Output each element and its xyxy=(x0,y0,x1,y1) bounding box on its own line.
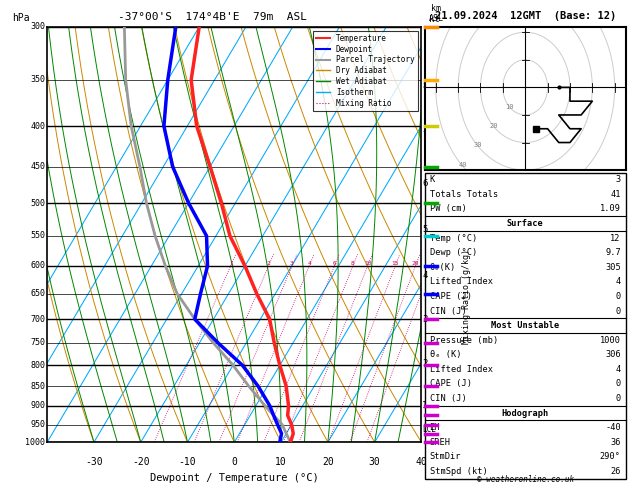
Text: 4: 4 xyxy=(616,278,621,286)
Text: 1000: 1000 xyxy=(600,336,621,345)
Text: Lifted Index: Lifted Index xyxy=(430,278,493,286)
Text: 305: 305 xyxy=(605,263,621,272)
Text: 8: 8 xyxy=(422,82,428,91)
Text: 290°: 290° xyxy=(600,452,621,461)
Text: PW (cm): PW (cm) xyxy=(430,205,466,213)
Text: Temp (°C): Temp (°C) xyxy=(430,234,477,243)
Text: -30: -30 xyxy=(85,457,103,467)
Text: Pressure (mb): Pressure (mb) xyxy=(430,336,498,345)
Text: 350: 350 xyxy=(30,75,45,85)
Text: 0: 0 xyxy=(616,292,621,301)
Text: 4: 4 xyxy=(308,261,311,266)
Text: Totals Totals: Totals Totals xyxy=(430,190,498,199)
Text: km
ASL: km ASL xyxy=(429,4,444,22)
Text: LCL: LCL xyxy=(422,425,436,434)
Text: 10: 10 xyxy=(364,261,371,266)
Text: 3: 3 xyxy=(422,314,428,324)
Text: 26: 26 xyxy=(610,467,621,476)
Text: 0: 0 xyxy=(616,380,621,388)
Text: θₑ (K): θₑ (K) xyxy=(430,350,461,359)
Text: 1: 1 xyxy=(422,401,428,410)
Text: 6: 6 xyxy=(422,179,428,188)
Text: -10: -10 xyxy=(179,457,196,467)
Text: 30: 30 xyxy=(369,457,381,467)
Text: CIN (J): CIN (J) xyxy=(430,307,466,315)
Text: 650: 650 xyxy=(30,289,45,298)
Text: 1: 1 xyxy=(229,261,233,266)
Text: kt: kt xyxy=(428,15,439,24)
Text: hPa: hPa xyxy=(12,13,30,22)
Text: 8: 8 xyxy=(351,261,355,266)
Text: EH: EH xyxy=(430,423,440,432)
Text: 40: 40 xyxy=(459,161,467,168)
Text: 550: 550 xyxy=(30,231,45,241)
Text: Mixing Ratio (g/kg): Mixing Ratio (g/kg) xyxy=(462,249,471,344)
Text: 600: 600 xyxy=(30,261,45,270)
Text: 9.7: 9.7 xyxy=(605,248,621,257)
Text: 12: 12 xyxy=(610,234,621,243)
Text: 20: 20 xyxy=(412,261,419,266)
Text: CAPE (J): CAPE (J) xyxy=(430,292,472,301)
Text: 7: 7 xyxy=(422,131,428,140)
Text: © weatheronline.co.uk: © weatheronline.co.uk xyxy=(477,474,574,484)
Text: 5: 5 xyxy=(422,225,428,234)
Text: 950: 950 xyxy=(30,420,45,429)
Text: -40: -40 xyxy=(605,423,621,432)
Text: 20: 20 xyxy=(489,123,498,129)
Text: 306: 306 xyxy=(605,350,621,359)
Text: 36: 36 xyxy=(610,438,621,447)
Text: 0: 0 xyxy=(616,394,621,403)
Text: 30: 30 xyxy=(474,142,482,148)
Text: 750: 750 xyxy=(30,338,45,347)
Text: 1000: 1000 xyxy=(25,438,45,447)
Text: Lifted Index: Lifted Index xyxy=(430,365,493,374)
Text: SREH: SREH xyxy=(430,438,450,447)
Text: 800: 800 xyxy=(30,361,45,370)
Text: 21.09.2024  12GMT  (Base: 12): 21.09.2024 12GMT (Base: 12) xyxy=(435,11,616,21)
Text: StmDir: StmDir xyxy=(430,452,461,461)
Text: 3: 3 xyxy=(290,261,294,266)
Text: 300: 300 xyxy=(30,22,45,31)
Text: 40: 40 xyxy=(416,457,427,467)
Text: -37°00'S  174°4B'E  79m  ASL: -37°00'S 174°4B'E 79m ASL xyxy=(118,12,307,22)
Text: 0: 0 xyxy=(616,307,621,315)
Text: Most Unstable: Most Unstable xyxy=(491,321,559,330)
Text: StmSpd (kt): StmSpd (kt) xyxy=(430,467,487,476)
Text: CIN (J): CIN (J) xyxy=(430,394,466,403)
Text: 3: 3 xyxy=(616,175,621,184)
Text: 1.09: 1.09 xyxy=(600,205,621,213)
Text: 400: 400 xyxy=(30,122,45,131)
Text: K: K xyxy=(430,175,435,184)
Text: 450: 450 xyxy=(30,162,45,171)
Text: -20: -20 xyxy=(132,457,150,467)
Text: 4: 4 xyxy=(616,365,621,374)
Text: Dewpoint / Temperature (°C): Dewpoint / Temperature (°C) xyxy=(150,473,319,484)
Text: Surface: Surface xyxy=(507,219,543,228)
Text: CAPE (J): CAPE (J) xyxy=(430,380,472,388)
Text: 41: 41 xyxy=(610,190,621,199)
Text: 4: 4 xyxy=(422,271,428,279)
Legend: Temperature, Dewpoint, Parcel Trajectory, Dry Adiabat, Wet Adiabat, Isotherm, Mi: Temperature, Dewpoint, Parcel Trajectory… xyxy=(313,31,418,111)
Text: 2: 2 xyxy=(267,261,270,266)
Text: 20: 20 xyxy=(322,457,334,467)
Text: 15: 15 xyxy=(391,261,399,266)
Text: 6: 6 xyxy=(333,261,337,266)
Text: Hodograph: Hodograph xyxy=(501,409,549,417)
Text: 10: 10 xyxy=(505,104,514,110)
Text: 500: 500 xyxy=(30,199,45,208)
Text: 0: 0 xyxy=(231,457,237,467)
Text: 700: 700 xyxy=(30,314,45,324)
Text: 2: 2 xyxy=(422,359,428,367)
Text: Dewp (°C): Dewp (°C) xyxy=(430,248,477,257)
Text: 10: 10 xyxy=(276,457,287,467)
Text: 850: 850 xyxy=(30,382,45,391)
Text: 900: 900 xyxy=(30,401,45,410)
Text: θₑ(K): θₑ(K) xyxy=(430,263,456,272)
